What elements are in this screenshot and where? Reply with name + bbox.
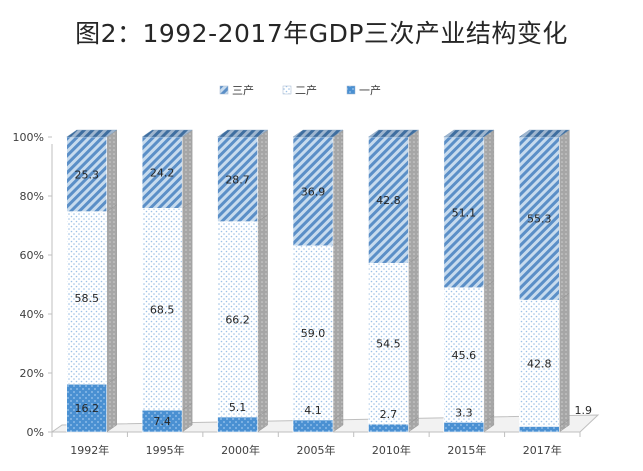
x-tick-label: 1992年 (70, 443, 109, 457)
x-tick-label: 2000年 (221, 443, 260, 457)
bar-side-face (483, 280, 495, 423)
bar-side-face (181, 129, 193, 209)
data-labels-layer: 16.2 58.5 25.3 7.4 68.5 24.2 5.1 66.2 28.7 4.1 59.… (74, 167, 592, 428)
bar-segment (66, 136, 108, 212)
bar-side-face (257, 214, 268, 418)
data-label: 7.4 (153, 415, 171, 428)
bar-segment (66, 211, 108, 385)
x-tick-label: 2015年 (447, 443, 486, 457)
data-label: 4.1 (304, 404, 322, 417)
bar-segment (141, 136, 183, 209)
bar-segment (292, 419, 334, 433)
data-label: 42.8 (376, 194, 401, 207)
data-label: 24.2 (150, 167, 175, 180)
x-tick-label: 2010年 (372, 443, 411, 457)
y-tick-label: 20% (20, 367, 44, 380)
bar-segment (443, 287, 485, 423)
bar-top-face (443, 129, 495, 138)
x-tick-label: 2017年 (523, 443, 562, 457)
bar-top-face (367, 129, 420, 138)
bar-top-face (518, 129, 570, 138)
data-label: 68.5 (150, 303, 175, 316)
bar-segment (368, 136, 409, 264)
data-label: 54.5 (376, 338, 401, 351)
data-label: 55.3 (527, 213, 552, 226)
y-tick-label: 0% (27, 426, 44, 439)
legend-label: 三产 (232, 83, 254, 97)
y-tick-label: 100% (13, 131, 44, 144)
bar-segment (443, 421, 485, 433)
bar-side-face (332, 129, 344, 247)
legend-swatch (346, 85, 356, 95)
data-label: 45.6 (452, 349, 477, 362)
data-label: 51.1 (452, 206, 477, 219)
data-label: 25.3 (74, 168, 99, 181)
chart-title: 图2：1992-2017年GDP三次产业结构变化 (75, 19, 568, 48)
legend-label: 一产 (359, 83, 381, 97)
bar-segment (217, 136, 258, 222)
data-label: 42.8 (527, 357, 552, 370)
data-label: 66.2 (225, 313, 250, 326)
bar-side-face (181, 200, 193, 411)
y-tick-label: 40% (20, 308, 44, 321)
x-tick-label: 1995年 (146, 443, 185, 457)
legend: 三产 二产 一产 (219, 83, 381, 97)
data-label: 59.0 (301, 327, 326, 340)
bar-segment (292, 245, 334, 421)
bar-side-face (559, 292, 570, 427)
bar-segment (217, 221, 258, 418)
data-label: 16.2 (74, 402, 99, 415)
legend-swatch (219, 85, 229, 95)
data-label: 1.9 (575, 404, 593, 417)
data-label: 5.1 (229, 401, 247, 414)
data-label: 3.3 (455, 406, 473, 419)
bar-segment (518, 136, 560, 301)
data-label: 58.5 (74, 292, 99, 305)
data-label: 2.7 (380, 408, 398, 421)
bar-segment (217, 416, 258, 433)
bar-side-face (332, 238, 344, 421)
bar-segment (518, 426, 560, 433)
bar-segment (292, 136, 334, 247)
bar-side-face (106, 129, 117, 213)
bar-top-face (66, 129, 118, 138)
bar-side-face (408, 255, 419, 425)
bar-side-face (106, 376, 117, 433)
y-tick-label: 80% (20, 190, 44, 203)
data-label: 28.7 (225, 173, 250, 186)
bar-side-face (257, 129, 268, 223)
bar-top-face (292, 129, 344, 138)
bar-top-face (216, 129, 269, 138)
bar-segment (443, 136, 485, 289)
legend-swatch (282, 85, 292, 95)
bar-side-face (559, 129, 570, 301)
bar-side-face (483, 129, 495, 289)
bar-side-face (408, 129, 419, 264)
bar-segment (368, 262, 409, 425)
y-tick-label: 60% (20, 249, 44, 262)
x-tick-label: 2005年 (297, 443, 336, 457)
data-label: 36.9 (301, 185, 326, 198)
legend-label: 二产 (295, 83, 317, 97)
bars-layer (66, 129, 570, 433)
bar-segment (518, 299, 560, 427)
bar-side-face (106, 204, 117, 385)
bar-top-face (141, 129, 193, 138)
bar-segment (368, 423, 409, 433)
